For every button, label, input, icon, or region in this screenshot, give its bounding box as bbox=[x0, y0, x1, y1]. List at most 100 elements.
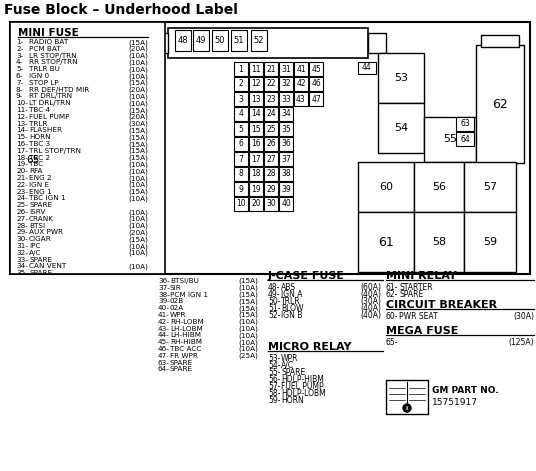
Text: 4-: 4- bbox=[16, 59, 23, 65]
Bar bbox=[249, 182, 263, 196]
Text: 20: 20 bbox=[251, 200, 261, 209]
Bar bbox=[234, 92, 248, 106]
Text: LH-LOBM: LH-LOBM bbox=[170, 325, 203, 332]
Text: MEGA FUSE: MEGA FUSE bbox=[386, 326, 458, 336]
Bar bbox=[358, 62, 376, 74]
Bar bbox=[279, 182, 293, 196]
Bar bbox=[234, 152, 248, 166]
Text: TBC 2: TBC 2 bbox=[29, 154, 50, 161]
Bar bbox=[279, 197, 293, 211]
Text: 4: 4 bbox=[239, 109, 243, 119]
Bar bbox=[386, 380, 428, 414]
Text: 48-: 48- bbox=[268, 283, 280, 292]
Text: (10A): (10A) bbox=[238, 325, 258, 332]
Text: 40: 40 bbox=[281, 200, 291, 209]
Text: 55-: 55- bbox=[268, 368, 280, 377]
Text: (15A): (15A) bbox=[128, 134, 148, 141]
Text: 57-: 57- bbox=[268, 382, 280, 391]
Text: 15-: 15- bbox=[16, 134, 28, 140]
Bar bbox=[249, 167, 263, 181]
Text: 65: 65 bbox=[26, 155, 40, 165]
Text: RT DRL/TRN: RT DRL/TRN bbox=[29, 93, 72, 99]
Text: 23: 23 bbox=[266, 95, 276, 104]
Bar bbox=[234, 182, 248, 196]
Text: 49-: 49- bbox=[268, 290, 280, 299]
Bar bbox=[464, 212, 516, 272]
Text: 27: 27 bbox=[266, 154, 276, 163]
Text: (15A): (15A) bbox=[238, 312, 258, 318]
Text: 42: 42 bbox=[296, 80, 306, 89]
Text: RR DEF/HTD MIR: RR DEF/HTD MIR bbox=[29, 87, 90, 93]
Bar bbox=[22, 120, 44, 200]
Text: SPARE: SPARE bbox=[399, 290, 423, 299]
Text: 52-: 52- bbox=[268, 311, 280, 320]
Text: 14-: 14- bbox=[16, 127, 28, 133]
Bar bbox=[309, 77, 323, 91]
Text: (15A): (15A) bbox=[128, 107, 148, 114]
Text: 60: 60 bbox=[379, 182, 393, 192]
Text: SPARE: SPARE bbox=[29, 270, 52, 276]
Bar bbox=[234, 137, 248, 151]
Text: (15A): (15A) bbox=[128, 188, 148, 195]
Text: 31-: 31- bbox=[16, 243, 28, 249]
Text: TRL STOP/TRN: TRL STOP/TRN bbox=[29, 148, 81, 154]
Bar bbox=[414, 212, 464, 272]
Bar bbox=[234, 122, 248, 136]
Text: 9: 9 bbox=[239, 185, 243, 194]
Text: FUEL PUMP: FUEL PUMP bbox=[29, 114, 70, 120]
Bar bbox=[294, 92, 308, 106]
Text: HDLP-LOBM: HDLP-LOBM bbox=[281, 389, 326, 398]
Text: (10A): (10A) bbox=[128, 223, 148, 229]
Text: RR STOP/TRN: RR STOP/TRN bbox=[29, 59, 78, 65]
Text: ENG 2: ENG 2 bbox=[29, 175, 51, 181]
Text: (30A): (30A) bbox=[513, 312, 534, 321]
Bar bbox=[66, 148, 72, 168]
Bar bbox=[212, 30, 228, 51]
Text: 22-: 22- bbox=[16, 182, 28, 188]
Text: HORN: HORN bbox=[29, 134, 50, 140]
Bar bbox=[249, 92, 263, 106]
Text: 59-: 59- bbox=[268, 396, 280, 405]
Text: 48: 48 bbox=[178, 36, 188, 45]
Bar bbox=[193, 30, 209, 51]
Text: (10A): (10A) bbox=[238, 333, 258, 339]
Text: (10A): (10A) bbox=[128, 162, 148, 168]
Text: 64: 64 bbox=[460, 135, 470, 144]
Bar bbox=[50, 128, 66, 188]
Text: 37: 37 bbox=[281, 154, 291, 163]
Text: 54: 54 bbox=[394, 123, 408, 133]
Text: 65-: 65- bbox=[386, 338, 398, 347]
Text: 51-: 51- bbox=[268, 304, 280, 313]
Text: 25: 25 bbox=[266, 124, 276, 133]
Text: 53: 53 bbox=[394, 73, 408, 83]
Text: 24-: 24- bbox=[16, 195, 28, 202]
Text: (25A): (25A) bbox=[238, 353, 258, 359]
Text: 8: 8 bbox=[239, 170, 243, 179]
Bar bbox=[279, 92, 293, 106]
Text: HDLP-HIBM: HDLP-HIBM bbox=[281, 375, 324, 384]
Text: TBC: TBC bbox=[29, 162, 43, 167]
Text: 2-: 2- bbox=[16, 46, 23, 52]
Text: BTSI/BU: BTSI/BU bbox=[170, 278, 199, 284]
Text: 38-: 38- bbox=[158, 292, 170, 298]
Text: 24: 24 bbox=[266, 109, 276, 119]
Bar bbox=[234, 197, 248, 211]
Bar bbox=[279, 122, 293, 136]
Text: 62: 62 bbox=[492, 97, 508, 111]
Text: A/C: A/C bbox=[281, 361, 294, 370]
Text: 42-: 42- bbox=[158, 319, 170, 325]
Text: TRLR: TRLR bbox=[281, 297, 301, 306]
Bar bbox=[456, 117, 474, 131]
Bar bbox=[309, 92, 323, 106]
Text: TRLR BU: TRLR BU bbox=[29, 66, 60, 72]
Text: 20-: 20- bbox=[16, 168, 28, 174]
Text: 44-: 44- bbox=[158, 333, 170, 338]
Text: (15A): (15A) bbox=[128, 127, 148, 134]
Bar bbox=[481, 35, 519, 47]
Text: BTSI: BTSI bbox=[29, 223, 45, 228]
Text: 5-: 5- bbox=[16, 66, 23, 72]
Text: ISRV: ISRV bbox=[29, 209, 46, 215]
Text: (10A): (10A) bbox=[128, 73, 148, 80]
Bar bbox=[10, 22, 165, 274]
Text: 28-: 28- bbox=[16, 223, 28, 228]
